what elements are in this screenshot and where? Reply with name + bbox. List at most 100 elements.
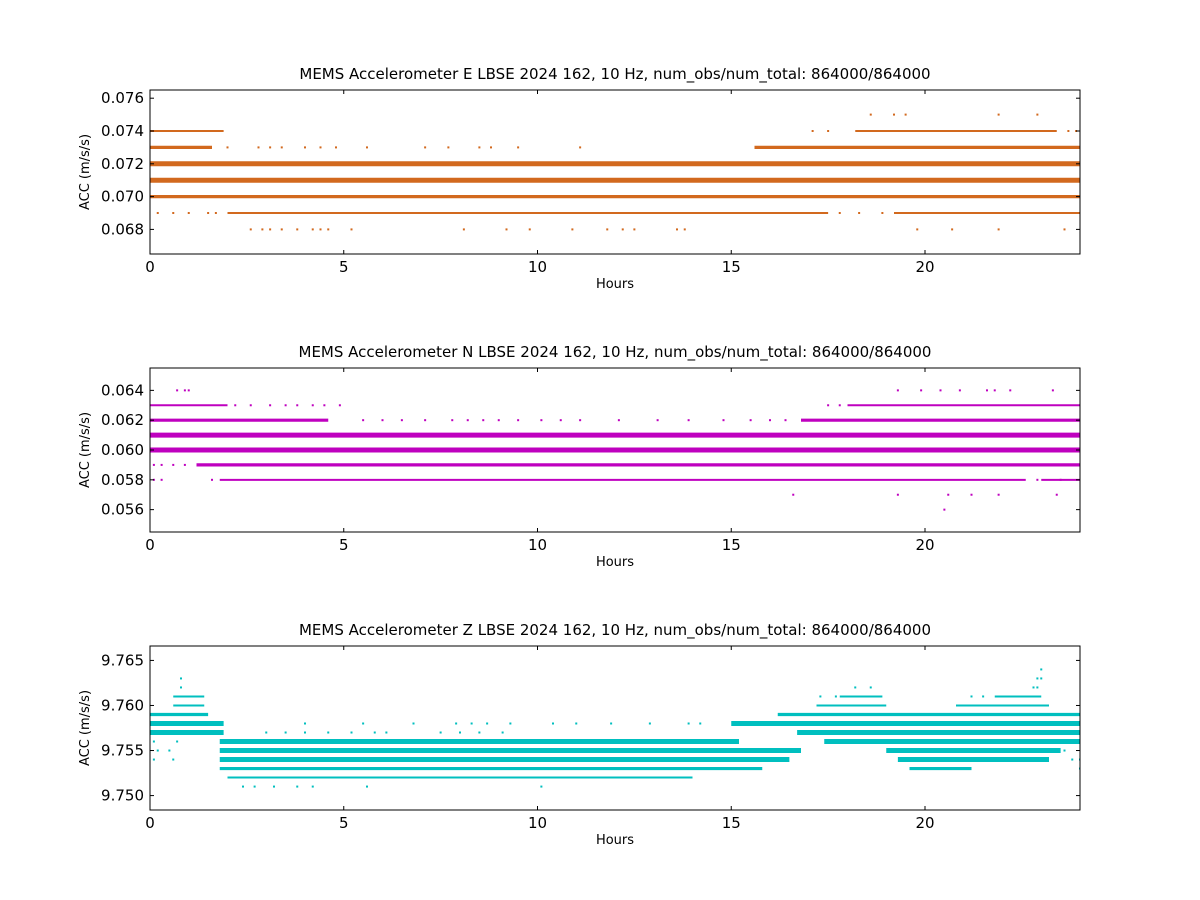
x-tick-label: 10 [528,814,547,832]
data-point-15 [366,785,368,788]
plot-frame [149,89,1081,255]
data-point-23 [827,130,830,132]
data-point-33 [269,228,272,231]
data-point-10 [269,146,272,149]
data-layer [150,113,1080,231]
data-point-7 [881,212,884,214]
data-point-6 [858,212,861,214]
data-point-1 [172,212,175,214]
data-point-20 [517,146,520,149]
data-point-19 [490,146,492,149]
data-point-14 [335,146,337,149]
data-point-51 [947,493,950,496]
data-point-19 [304,731,306,734]
data-point-32 [400,419,403,422]
data-point-3 [207,212,210,214]
data-point-19 [1051,389,1054,392]
data-point-33 [486,722,489,725]
data-point-22 [269,404,272,407]
data-point-12 [304,146,306,149]
data-point-20 [234,404,237,407]
data-point-42 [180,686,182,689]
x-tick-label: 5 [339,536,349,554]
data-point-25 [311,404,314,407]
data-point-46 [1036,677,1039,680]
data-point-53 [982,695,985,698]
data-point-47 [1040,668,1043,671]
data-point-30 [362,419,365,422]
data-point-45 [1032,686,1035,689]
data-point-45 [621,228,624,231]
data-point-26 [323,404,326,407]
data-point-29 [838,404,841,407]
data-point-51 [834,695,837,698]
data-point-36 [575,722,578,725]
x-axis-label: Hours [596,277,634,292]
data-point-18 [478,146,481,149]
y-tick-label: 0.064 [101,381,144,399]
data-point-12 [273,785,275,788]
data-point-30 [412,722,415,725]
y-tick-label: 0.058 [101,471,144,489]
data-point-8 [1059,478,1062,481]
data-point-22 [811,130,814,132]
data-point-5 [838,212,841,214]
data-point-35 [296,228,299,231]
data-point-54 [1055,493,1058,496]
data-point-0 [152,740,155,743]
data-point-42 [617,419,620,422]
x-tick-label: 0 [145,536,155,554]
data-point-44 [869,686,872,689]
data-point-26 [869,113,872,116]
data-point-11 [280,146,283,149]
data-point-28 [904,113,907,116]
data-point-30 [1036,113,1039,116]
data-point-34 [280,228,283,231]
data-point-12 [896,389,899,392]
data-layer [150,668,1080,788]
data-point-27 [893,113,895,116]
data-point-41 [505,228,508,231]
data-point-26 [478,731,481,734]
data-point-21 [249,404,252,407]
data-point-14 [939,389,942,392]
data-point-29 [362,722,365,725]
data-point-24 [296,404,299,407]
data-point-32 [470,722,473,725]
data-point-15 [366,146,368,149]
x-axis-label: Hours [596,555,634,570]
data-point-47 [769,419,771,422]
data-point-27 [338,404,341,407]
data-point-44 [606,228,609,231]
x-tick-label: 15 [722,814,741,832]
data-point-45 [722,419,725,422]
x-tick-label: 5 [339,814,349,832]
data-point-9 [176,389,179,392]
data-point-21 [350,731,353,734]
data-point-37 [610,722,613,725]
data-point-13 [296,785,299,788]
data-point-32 [261,228,264,231]
data-point-22 [373,731,376,734]
data-point-40 [462,228,465,231]
data-point-39 [540,419,543,422]
data-point-23 [284,404,287,407]
data-point-34 [509,722,512,725]
data-point-40 [699,722,702,725]
chart-panel-1: MEMS Accelerometer N LBSE 2024 162, 10 H… [78,343,1081,570]
data-point-48 [1040,677,1043,680]
y-tick-label: 9.750 [101,787,144,805]
y-tick-label: 0.068 [101,220,144,238]
data-point-52 [970,695,973,698]
y-axis-label: ACC (m/s/s) [78,134,93,210]
chart-title: MEMS Accelerometer E LBSE 2024 162, 10 H… [299,65,930,84]
y-tick-label: 0.056 [101,501,144,519]
data-point-50 [951,228,954,231]
data-point-44 [687,419,690,422]
data-point-3 [183,463,186,466]
data-point-48 [784,419,787,422]
data-point-51 [997,228,1000,231]
data-point-38 [517,419,520,422]
data-point-35 [466,419,469,422]
data-point-3 [176,740,179,743]
